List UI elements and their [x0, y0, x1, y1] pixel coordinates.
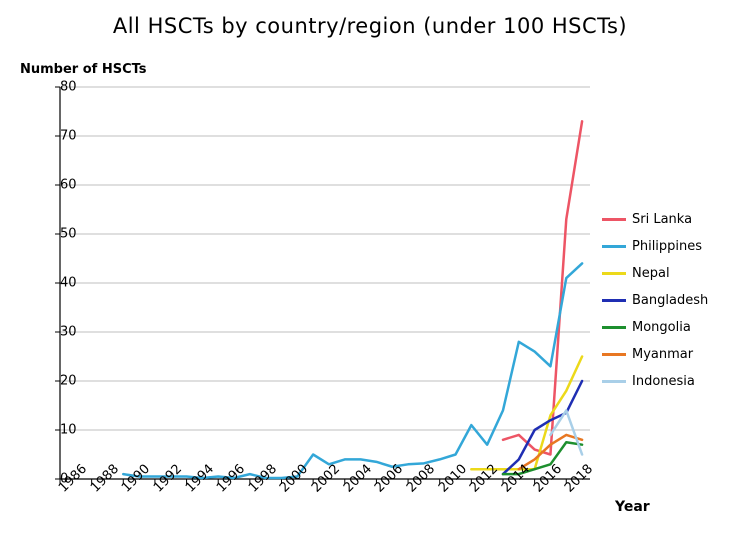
y-tick-label: 10	[60, 423, 66, 438]
chart-svg	[60, 87, 590, 479]
y-axis-label: Number of HSCTs	[20, 62, 147, 77]
legend-item: Nepal	[602, 266, 708, 281]
legend-swatch	[602, 272, 626, 275]
y-tick-label: 20	[60, 374, 66, 389]
legend-swatch	[602, 218, 626, 221]
y-tick-label: 80	[60, 80, 66, 95]
legend-swatch	[602, 299, 626, 302]
legend-swatch	[602, 353, 626, 356]
y-tick-label: 40	[60, 276, 66, 291]
legend-swatch	[602, 380, 626, 383]
legend-item: Philippines	[602, 239, 708, 254]
legend-item: Sri Lanka	[602, 212, 708, 227]
legend-swatch	[602, 326, 626, 329]
legend-item: Bangladesh	[602, 293, 708, 308]
y-tick-label: 70	[60, 129, 66, 144]
y-tick-label: 50	[60, 227, 66, 242]
legend-label: Indonesia	[632, 374, 695, 389]
legend-label: Mongolia	[632, 320, 691, 335]
legend-swatch	[602, 245, 626, 248]
chart-title: All HSCTs by country/region (under 100 H…	[0, 14, 740, 38]
legend: Sri Lanka Philippines Nepal Bangladesh Mongo…	[602, 212, 708, 389]
legend-label: Philippines	[632, 239, 702, 254]
legend-label: Nepal	[632, 266, 670, 281]
legend-label: Myanmar	[632, 347, 693, 362]
chart-root: All HSCTs by country/region (under 100 H…	[0, 0, 740, 555]
legend-label: Sri Lanka	[632, 212, 692, 227]
legend-item: Myanmar	[602, 347, 708, 362]
y-tick-label: 60	[60, 178, 66, 193]
y-tick-label: 30	[60, 325, 66, 340]
legend-item: Indonesia	[602, 374, 708, 389]
x-axis-label: Year	[615, 499, 650, 515]
legend-label: Bangladesh	[632, 293, 708, 308]
legend-item: Mongolia	[602, 320, 708, 335]
plot-area: 0102030405060708019861988199019921994199…	[60, 87, 590, 479]
